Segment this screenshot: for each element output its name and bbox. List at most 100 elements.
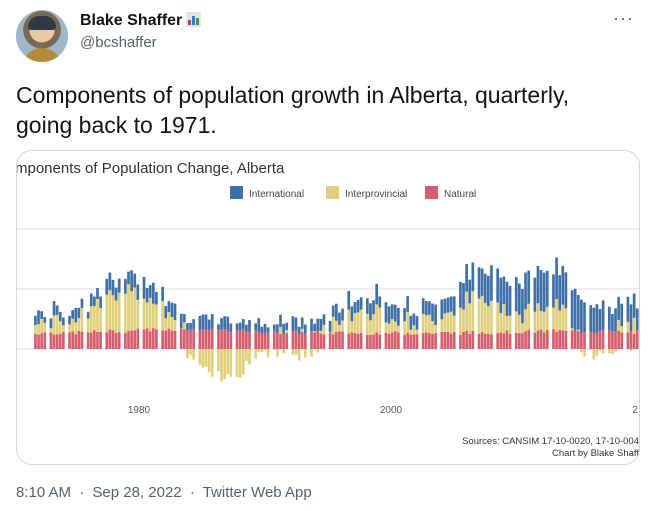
bar-international-q86 [297, 326, 301, 335]
bar-natural-q129 [431, 333, 434, 349]
bar-interprovincial-q42 [161, 301, 164, 331]
bar-interprovincial-q154 [508, 315, 512, 334]
bar-natural-q76 [266, 332, 270, 349]
bar-international-q133 [443, 298, 447, 314]
bar-interprovincial-q99 [338, 325, 341, 332]
bar-interprovincial-q18 [86, 318, 90, 333]
author-handle[interactable]: @bcshaffer [80, 34, 157, 51]
tweet-time[interactable]: 8:10 AM [16, 484, 72, 501]
bar-natural-q138 [459, 334, 462, 349]
bar-international-q74 [260, 326, 264, 334]
bar-natural-q50 [186, 330, 189, 349]
bar-interprovincial-q112 [378, 307, 382, 335]
bar-international-q145 [480, 268, 484, 296]
bar-international-q88 [303, 324, 307, 334]
bar-natural-q62 [223, 329, 226, 349]
bar-natural-q148 [490, 334, 493, 349]
bar-interprovincial-q22 [99, 307, 102, 332]
bar-international-q150 [496, 268, 499, 303]
author-name[interactable]: Blake Shaffer [80, 12, 202, 30]
bar-natural-q121 [406, 332, 410, 349]
bar-international-q84 [291, 316, 295, 332]
bar-interprovincial-q129 [431, 321, 434, 334]
tweet-text: Components of population growth in Alber… [16, 82, 570, 138]
bar-interprovincial-q108 [366, 313, 369, 335]
bar-interprovincial-q96 [328, 331, 332, 333]
bar-interprovincial-q43 [164, 318, 168, 331]
tweet-client[interactable]: Twitter Web App [202, 484, 312, 501]
bar-international-q104 [353, 301, 357, 314]
bar-interprovincial-q75 [263, 349, 267, 351]
bar-natural-q46 [173, 330, 177, 349]
bar-natural-q145 [480, 332, 484, 349]
bar-natural-q3 [40, 333, 43, 349]
bar-natural-q158 [521, 333, 524, 349]
bar-international-q109 [369, 303, 372, 321]
bar-international-q70 [248, 319, 251, 333]
bar-interprovincial-q66 [235, 349, 239, 378]
bar-natural-q159 [524, 331, 527, 349]
bar-interprovincial-q148 [490, 300, 493, 335]
bar-natural-q187 [611, 331, 614, 349]
bar-international-q97 [331, 305, 335, 317]
bar-international-q80 [279, 314, 282, 328]
bar-international-q36 [142, 276, 146, 299]
chart-image-card[interactable]: mponents of Population Change, Alberta I… [16, 150, 640, 465]
bar-international-q129 [431, 303, 434, 322]
bar-natural-q38 [148, 331, 152, 349]
bar-natural-q74 [260, 333, 264, 349]
legend-label-international: International [249, 189, 304, 200]
bar-international-q44 [167, 301, 171, 313]
bar-interprovincial-q97 [331, 316, 335, 335]
bar-international-q128 [428, 301, 431, 315]
more-options-icon[interactable]: ··· [613, 8, 634, 28]
bar-international-q146 [483, 273, 487, 303]
bar-international-q111 [375, 283, 378, 305]
bar-international-q130 [434, 304, 437, 325]
bar-interprovincial-q79 [276, 349, 279, 357]
bar-international-q76 [266, 327, 270, 333]
bar-interprovincial-q74 [260, 349, 264, 353]
bar-interprovincial-q19 [89, 306, 93, 333]
avatar[interactable] [16, 10, 68, 62]
bar-natural-q36 [142, 329, 146, 349]
bar-international-q66 [235, 323, 239, 331]
bar-natural-q96 [328, 332, 332, 349]
bar-natural-q104 [353, 333, 357, 349]
bar-international-q100 [341, 308, 344, 321]
bar-natural-q33 [133, 330, 137, 349]
bar-natural-q181 [592, 332, 596, 349]
bar-international-q168 [552, 274, 555, 308]
population-chart: mponents of Population Change, Alberta I… [17, 160, 639, 459]
bar-natural-q120 [403, 334, 406, 349]
bar-natural-q124 [415, 334, 419, 349]
bar-natural-q153 [505, 330, 509, 349]
bar-natural-q88 [303, 333, 307, 349]
bar-interprovincial-q130 [434, 324, 437, 334]
bar-interprovincial-q63 [226, 349, 230, 374]
bar-interprovincial-q20 [93, 306, 96, 331]
bar-interprovincial-q15 [77, 317, 81, 331]
bar-natural-q94 [322, 334, 326, 349]
bar-international-q1 [34, 315, 37, 326]
bar-international-q177 [580, 299, 583, 333]
bar-interprovincial-q172 [564, 308, 568, 331]
bar-interprovincial-q28 [117, 292, 121, 333]
bar-international-q63 [226, 316, 230, 331]
bar-international-q79 [276, 324, 279, 334]
bar-natural-q178 [583, 332, 586, 349]
bar-interprovincial-q46 [173, 320, 177, 331]
bar-international-q20 [93, 296, 96, 307]
bar-interprovincial-q145 [480, 295, 484, 333]
bar-natural-q55 [201, 329, 205, 349]
bar-international-q195 [635, 308, 639, 331]
bar-interprovincial-q93 [319, 330, 323, 334]
bar-interprovincial-q94 [322, 324, 326, 335]
bar-interprovincial-q114 [384, 322, 388, 333]
tweet-date[interactable]: Sep 28, 2022 [92, 484, 182, 501]
bar-natural-q112 [378, 334, 382, 349]
bar-natural-q98 [335, 331, 338, 349]
bar-interprovincial-q76 [266, 349, 270, 358]
bar-international-q142 [471, 262, 475, 292]
bar-natural-q108 [366, 334, 369, 349]
